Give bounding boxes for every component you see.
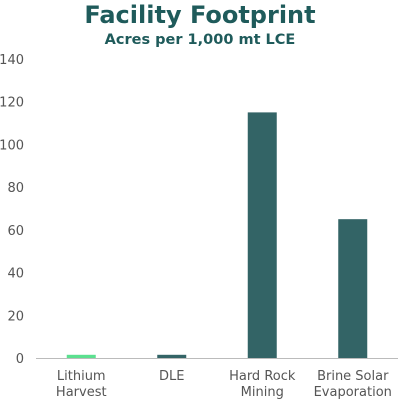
x-tick-label: DLE [159,369,184,384]
x-tick-label: Lithium Harvest [56,369,107,400]
y-tick-label: 100 [0,138,24,153]
chart-title: Facility Footprint [84,1,316,29]
bars [66,112,368,359]
y-axis: 0 20 40 60 80 100 120 140 [0,53,24,367]
y-tick-label: 140 [0,53,24,68]
x-tick-label-line: Brine Solar [317,369,389,384]
x-tick-label-line: Harvest [56,385,107,400]
x-tick-label-line: Mining [241,385,284,400]
x-tick-label: Hard Rock Mining [229,369,296,400]
x-tick-label-line: DLE [159,369,184,384]
x-axis: Lithium Harvest DLE Hard Rock Mining Brine So… [36,358,398,400]
x-tick-label-line: Evaporation [314,385,392,400]
chart-subtitle: Acres per 1,000 mt LCE [104,32,296,48]
bar [247,112,277,359]
x-tick-label-line: Hard Rock [229,369,296,384]
bar [338,219,368,358]
y-tick-label: 80 [7,181,24,196]
y-tick-label: 60 [7,224,24,239]
y-tick-label: 40 [7,267,24,282]
y-tick-label: 20 [7,309,24,324]
x-tick-label: Brine Solar Evaporation [314,369,392,400]
y-tick-label: 120 [0,96,24,111]
y-tick-label: 0 [16,352,24,367]
x-tick-label-line: Lithium [57,369,106,384]
bar [66,354,96,358]
bar [157,354,187,358]
